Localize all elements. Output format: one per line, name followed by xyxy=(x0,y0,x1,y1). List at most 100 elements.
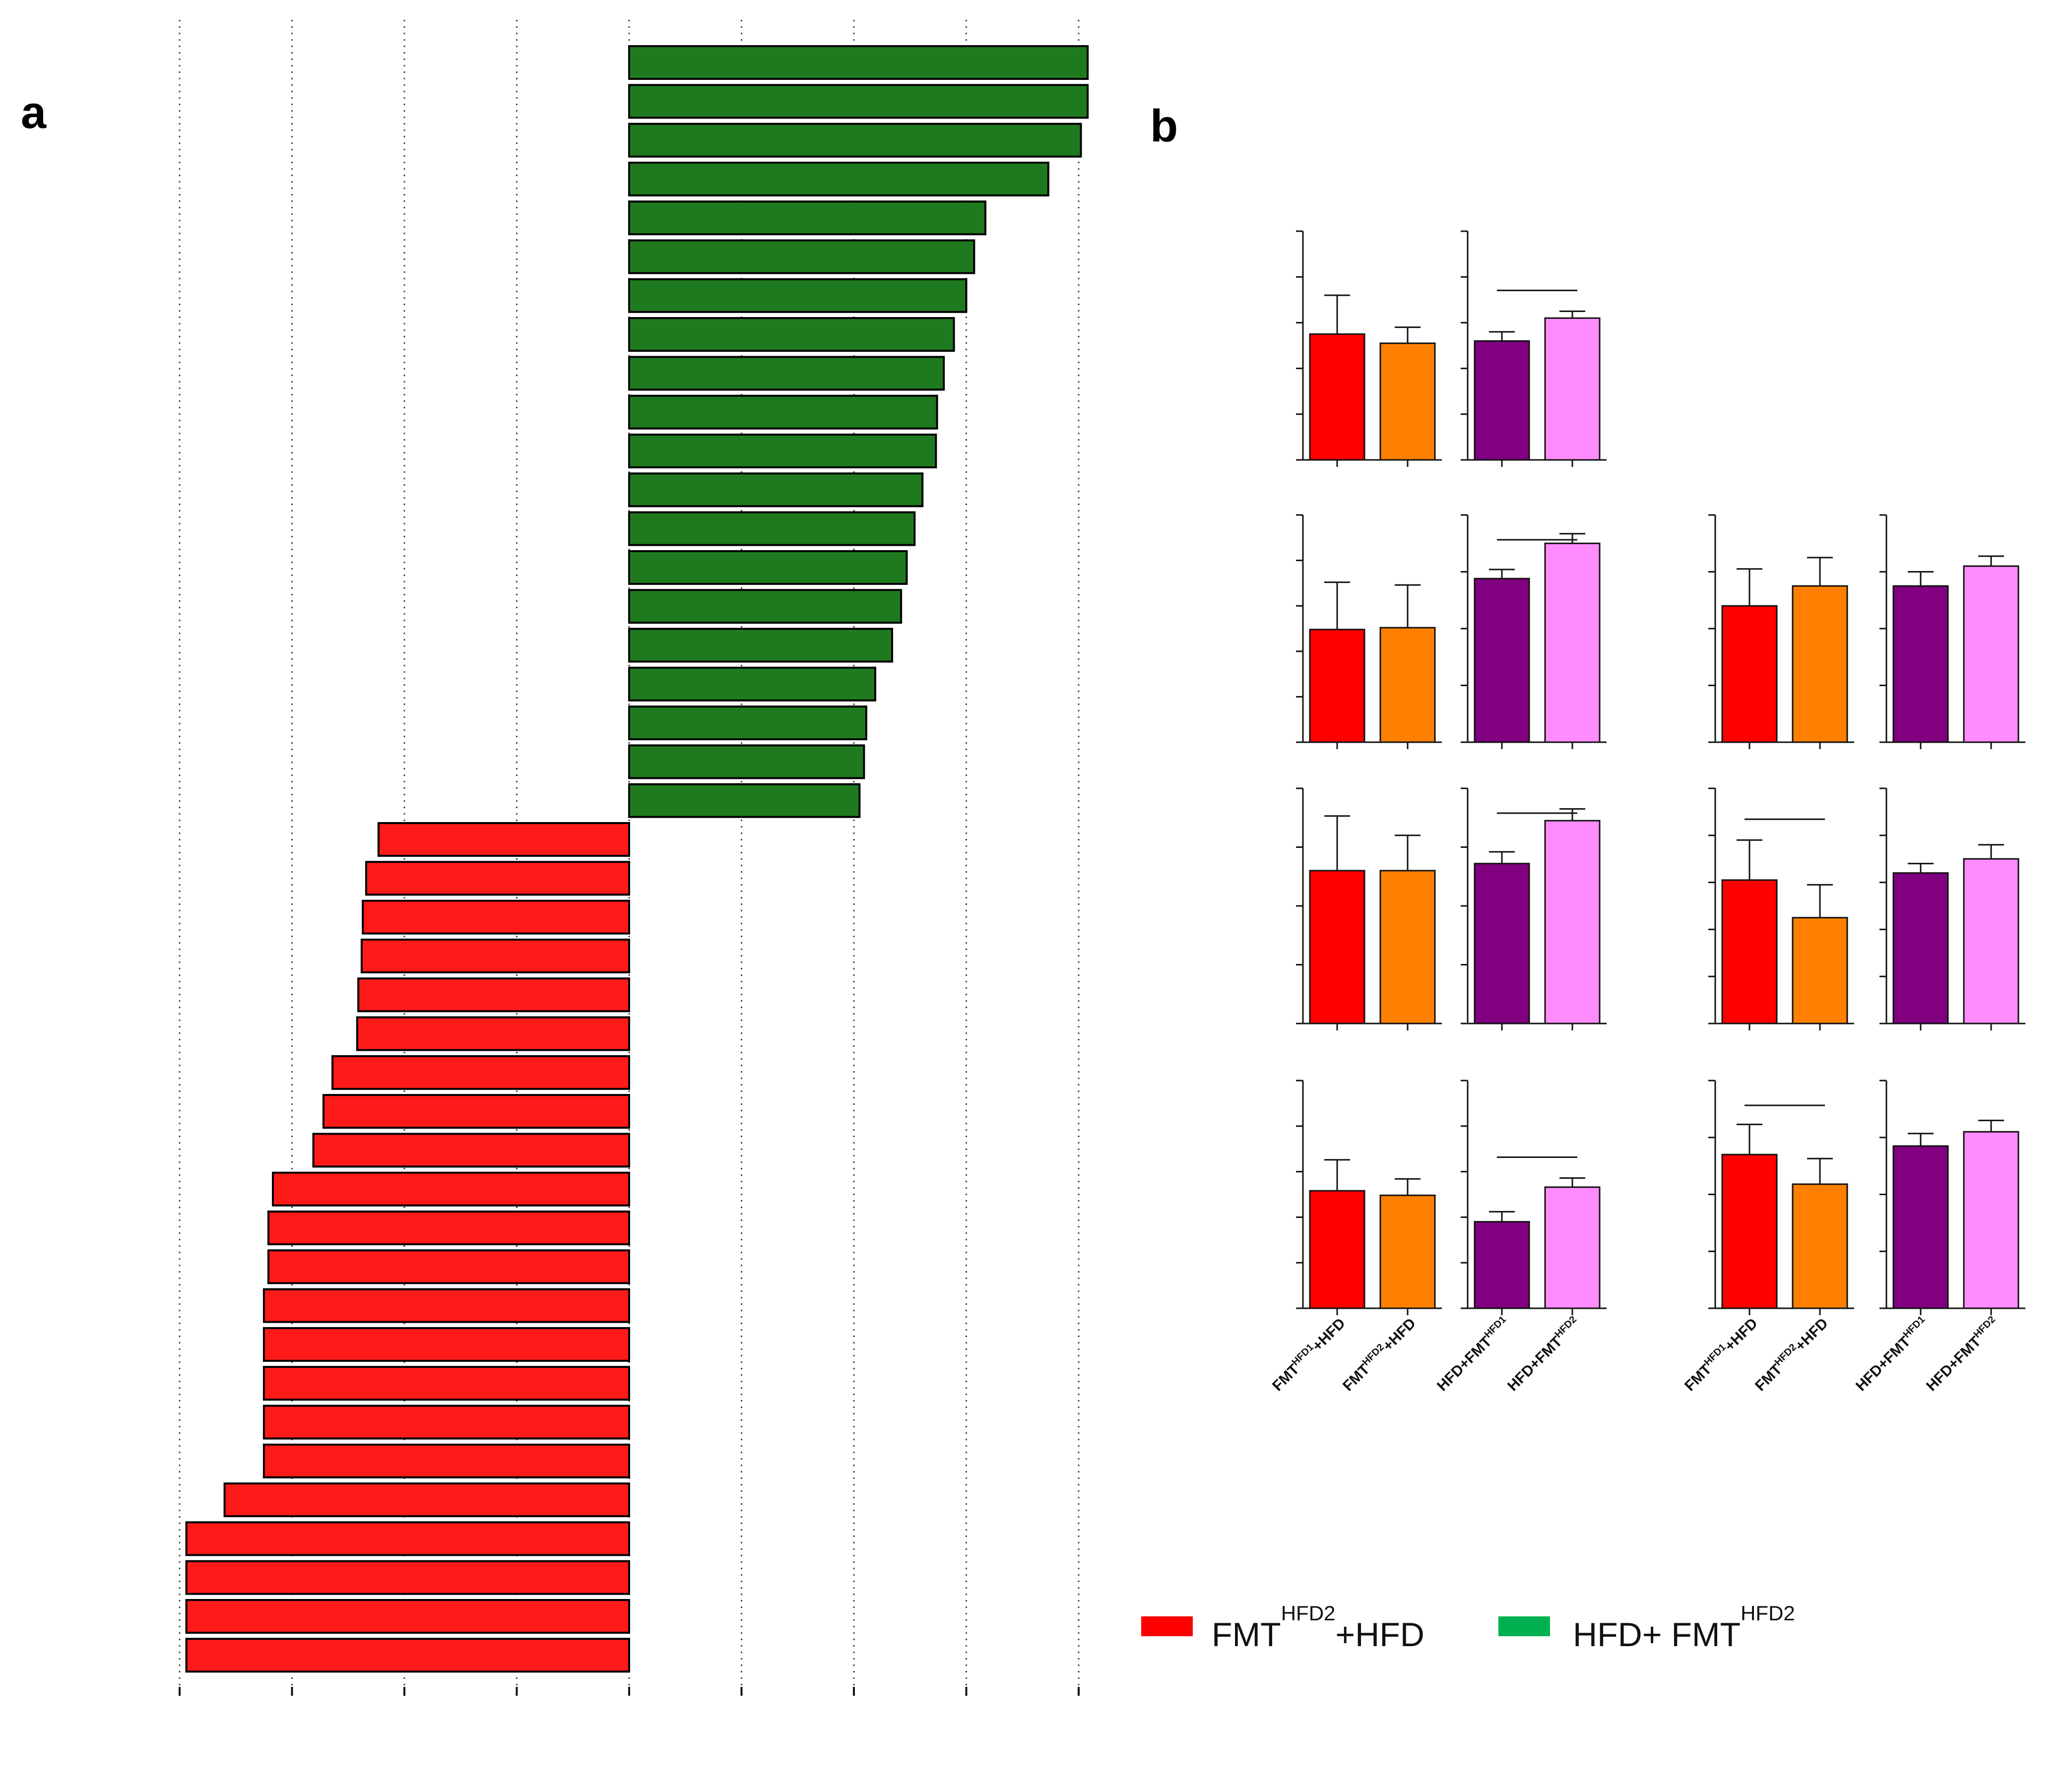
lefse-bar xyxy=(377,822,631,857)
lefse-chart xyxy=(179,20,1089,1696)
lefse-bar xyxy=(628,239,975,274)
x-category-label-part: HFD+FMT xyxy=(1504,1334,1565,1395)
lefse-bar xyxy=(628,394,938,430)
lefse-bar xyxy=(267,1249,630,1284)
scfa-bar xyxy=(1544,820,1601,1024)
scfa-bar xyxy=(1963,1131,2019,1309)
legend-label-1-sup: HFD2 xyxy=(1281,1601,1336,1625)
lefse-bar xyxy=(628,434,937,468)
legend-label-1: FMTHFD2+HFD xyxy=(1212,1601,1424,1654)
x-category-label-part: +HFD xyxy=(1309,1315,1349,1354)
lefse-bar xyxy=(628,511,916,546)
x-category-label: FMTHFD2+HFD xyxy=(1339,1314,1419,1394)
scfa-bar xyxy=(1721,879,1778,1024)
lefse-bar xyxy=(628,783,861,818)
lefse-bar xyxy=(628,317,955,352)
x-category-label: HFD+FMTHFD2 xyxy=(1503,1314,1584,1394)
scfa-chart-6 xyxy=(1879,514,2025,749)
scfa-bar xyxy=(1474,577,1530,743)
scfa-chart-3 xyxy=(1296,514,1442,749)
scfa-bar xyxy=(1309,1190,1365,1309)
lefse-bar xyxy=(628,472,924,508)
legend-swatch-hfd-fmt-hfd2 xyxy=(1498,1616,1550,1636)
lefse-bar xyxy=(628,45,1089,80)
scfa-chart-1 xyxy=(1296,230,1442,467)
scfa-bar xyxy=(1309,629,1365,743)
lefse-bar xyxy=(628,550,908,585)
lefse-bar xyxy=(331,1055,630,1090)
lefse-bar xyxy=(223,1482,631,1518)
lefse-bar xyxy=(628,666,877,702)
lefse-bar xyxy=(357,977,630,1013)
legend-label-2-main: HFD+ FMT xyxy=(1573,1616,1741,1654)
lefse-bar xyxy=(185,1638,630,1673)
scfa-bar xyxy=(1309,333,1365,461)
scfa-chart-10 xyxy=(1879,787,2025,1030)
scfa-chart-8 xyxy=(1461,787,1607,1030)
x-category-label-part: +HFD xyxy=(1380,1315,1419,1354)
scfa-bar xyxy=(1792,917,1848,1024)
x-category-label-part: HFD+FMT xyxy=(1923,1334,1984,1395)
scfa-bar xyxy=(1721,1153,1778,1309)
lefse-bar xyxy=(628,705,867,741)
lefse-bar xyxy=(628,161,1049,196)
panel-b-letter: b xyxy=(1150,101,1178,151)
scfa-bar xyxy=(1544,317,1601,461)
scfa-bar xyxy=(1379,627,1436,743)
legend-label-1-main: FMT xyxy=(1212,1616,1281,1654)
scfa-chart-4 xyxy=(1461,514,1607,749)
lefse-bar xyxy=(262,1288,630,1323)
lefse-bar xyxy=(628,628,894,663)
scfa-chart-2 xyxy=(1461,230,1607,467)
scfa-bar xyxy=(1544,1186,1601,1309)
scfa-bar xyxy=(1474,863,1530,1024)
x-category-label-part: +HFD xyxy=(1792,1315,1831,1354)
x-category-label: FMTHFD2+HFD xyxy=(1751,1314,1831,1394)
lefse-bar xyxy=(267,1211,630,1245)
lefse-bar xyxy=(262,1443,630,1478)
x-category-label-part: +HFD xyxy=(1722,1315,1761,1354)
x-category-label: FMTHFD1+HFD xyxy=(1681,1314,1761,1394)
lefse-bar xyxy=(628,589,903,624)
scfa-bar xyxy=(1963,565,2019,743)
scfa-bar xyxy=(1379,870,1436,1024)
lefse-bar xyxy=(185,1599,630,1634)
x-category-label-sup: HFD2 xyxy=(1553,1314,1579,1340)
scfa-bar xyxy=(1379,1194,1436,1309)
x-category-label-sup: HFD1 xyxy=(1483,1314,1508,1340)
legend-label-2-sup: HFD2 xyxy=(1741,1601,1795,1625)
x-category-label: HFD+FMTHFD2 xyxy=(1922,1314,2003,1394)
lefse-bar xyxy=(262,1405,630,1440)
x-category-label-sup: HFD1 xyxy=(1901,1314,1927,1340)
lefse-bar xyxy=(628,278,968,313)
lefse-bar xyxy=(185,1521,630,1556)
lefse-bar xyxy=(322,1094,630,1129)
scfa-bar xyxy=(1544,542,1601,743)
scfa-bar xyxy=(1892,585,1949,743)
lefse-bar xyxy=(262,1366,630,1401)
lefse-bar xyxy=(262,1327,630,1362)
x-category-label: HFD+FMTHFD1 xyxy=(1852,1314,1932,1394)
legend-label-2: HFD+ FMTHFD2 xyxy=(1573,1601,1795,1654)
scfa-bar xyxy=(1963,858,2019,1024)
lefse-bar xyxy=(356,1016,630,1051)
lefse-bar xyxy=(628,84,1089,119)
lefse-bar xyxy=(360,938,630,973)
scfa-bar xyxy=(1474,1221,1530,1309)
scfa-bar xyxy=(1892,1145,1949,1309)
scfa-chart-7 xyxy=(1296,787,1442,1030)
lefse-bar xyxy=(365,861,630,896)
scfa-bar xyxy=(1892,872,1949,1024)
scfa-bar xyxy=(1474,340,1530,461)
lefse-bar xyxy=(185,1560,630,1595)
scfa-bar xyxy=(1792,1183,1848,1309)
scfa-bar xyxy=(1379,342,1436,461)
x-category-label: HFD+FMTHFD1 xyxy=(1433,1314,1513,1394)
lefse-bar xyxy=(362,899,630,935)
lefse-bar xyxy=(628,744,865,779)
lefse-bar xyxy=(628,200,987,236)
